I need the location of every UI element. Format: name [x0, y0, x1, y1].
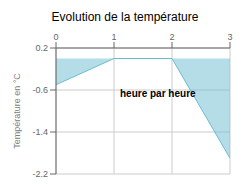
- html-text:Evolution de la température: Evolution de la température: [51, 10, 199, 24]
- svg-text:1: 1: [111, 32, 116, 42]
- svg-text:-2.2: -2.2: [32, 169, 48, 179]
- svg-text:2: 2: [169, 32, 174, 42]
- svg-text:3: 3: [227, 32, 232, 42]
- svg-text:0.2: 0.2: [35, 43, 48, 53]
- html-text:heure par heure: heure par heure: [120, 88, 196, 99]
- svg-text:0: 0: [53, 32, 58, 42]
- svg-text:-0.6: -0.6: [32, 85, 48, 95]
- svg-text:Température en °C: Température en °C: [12, 73, 22, 149]
- svg-text:-1.4: -1.4: [32, 127, 48, 137]
